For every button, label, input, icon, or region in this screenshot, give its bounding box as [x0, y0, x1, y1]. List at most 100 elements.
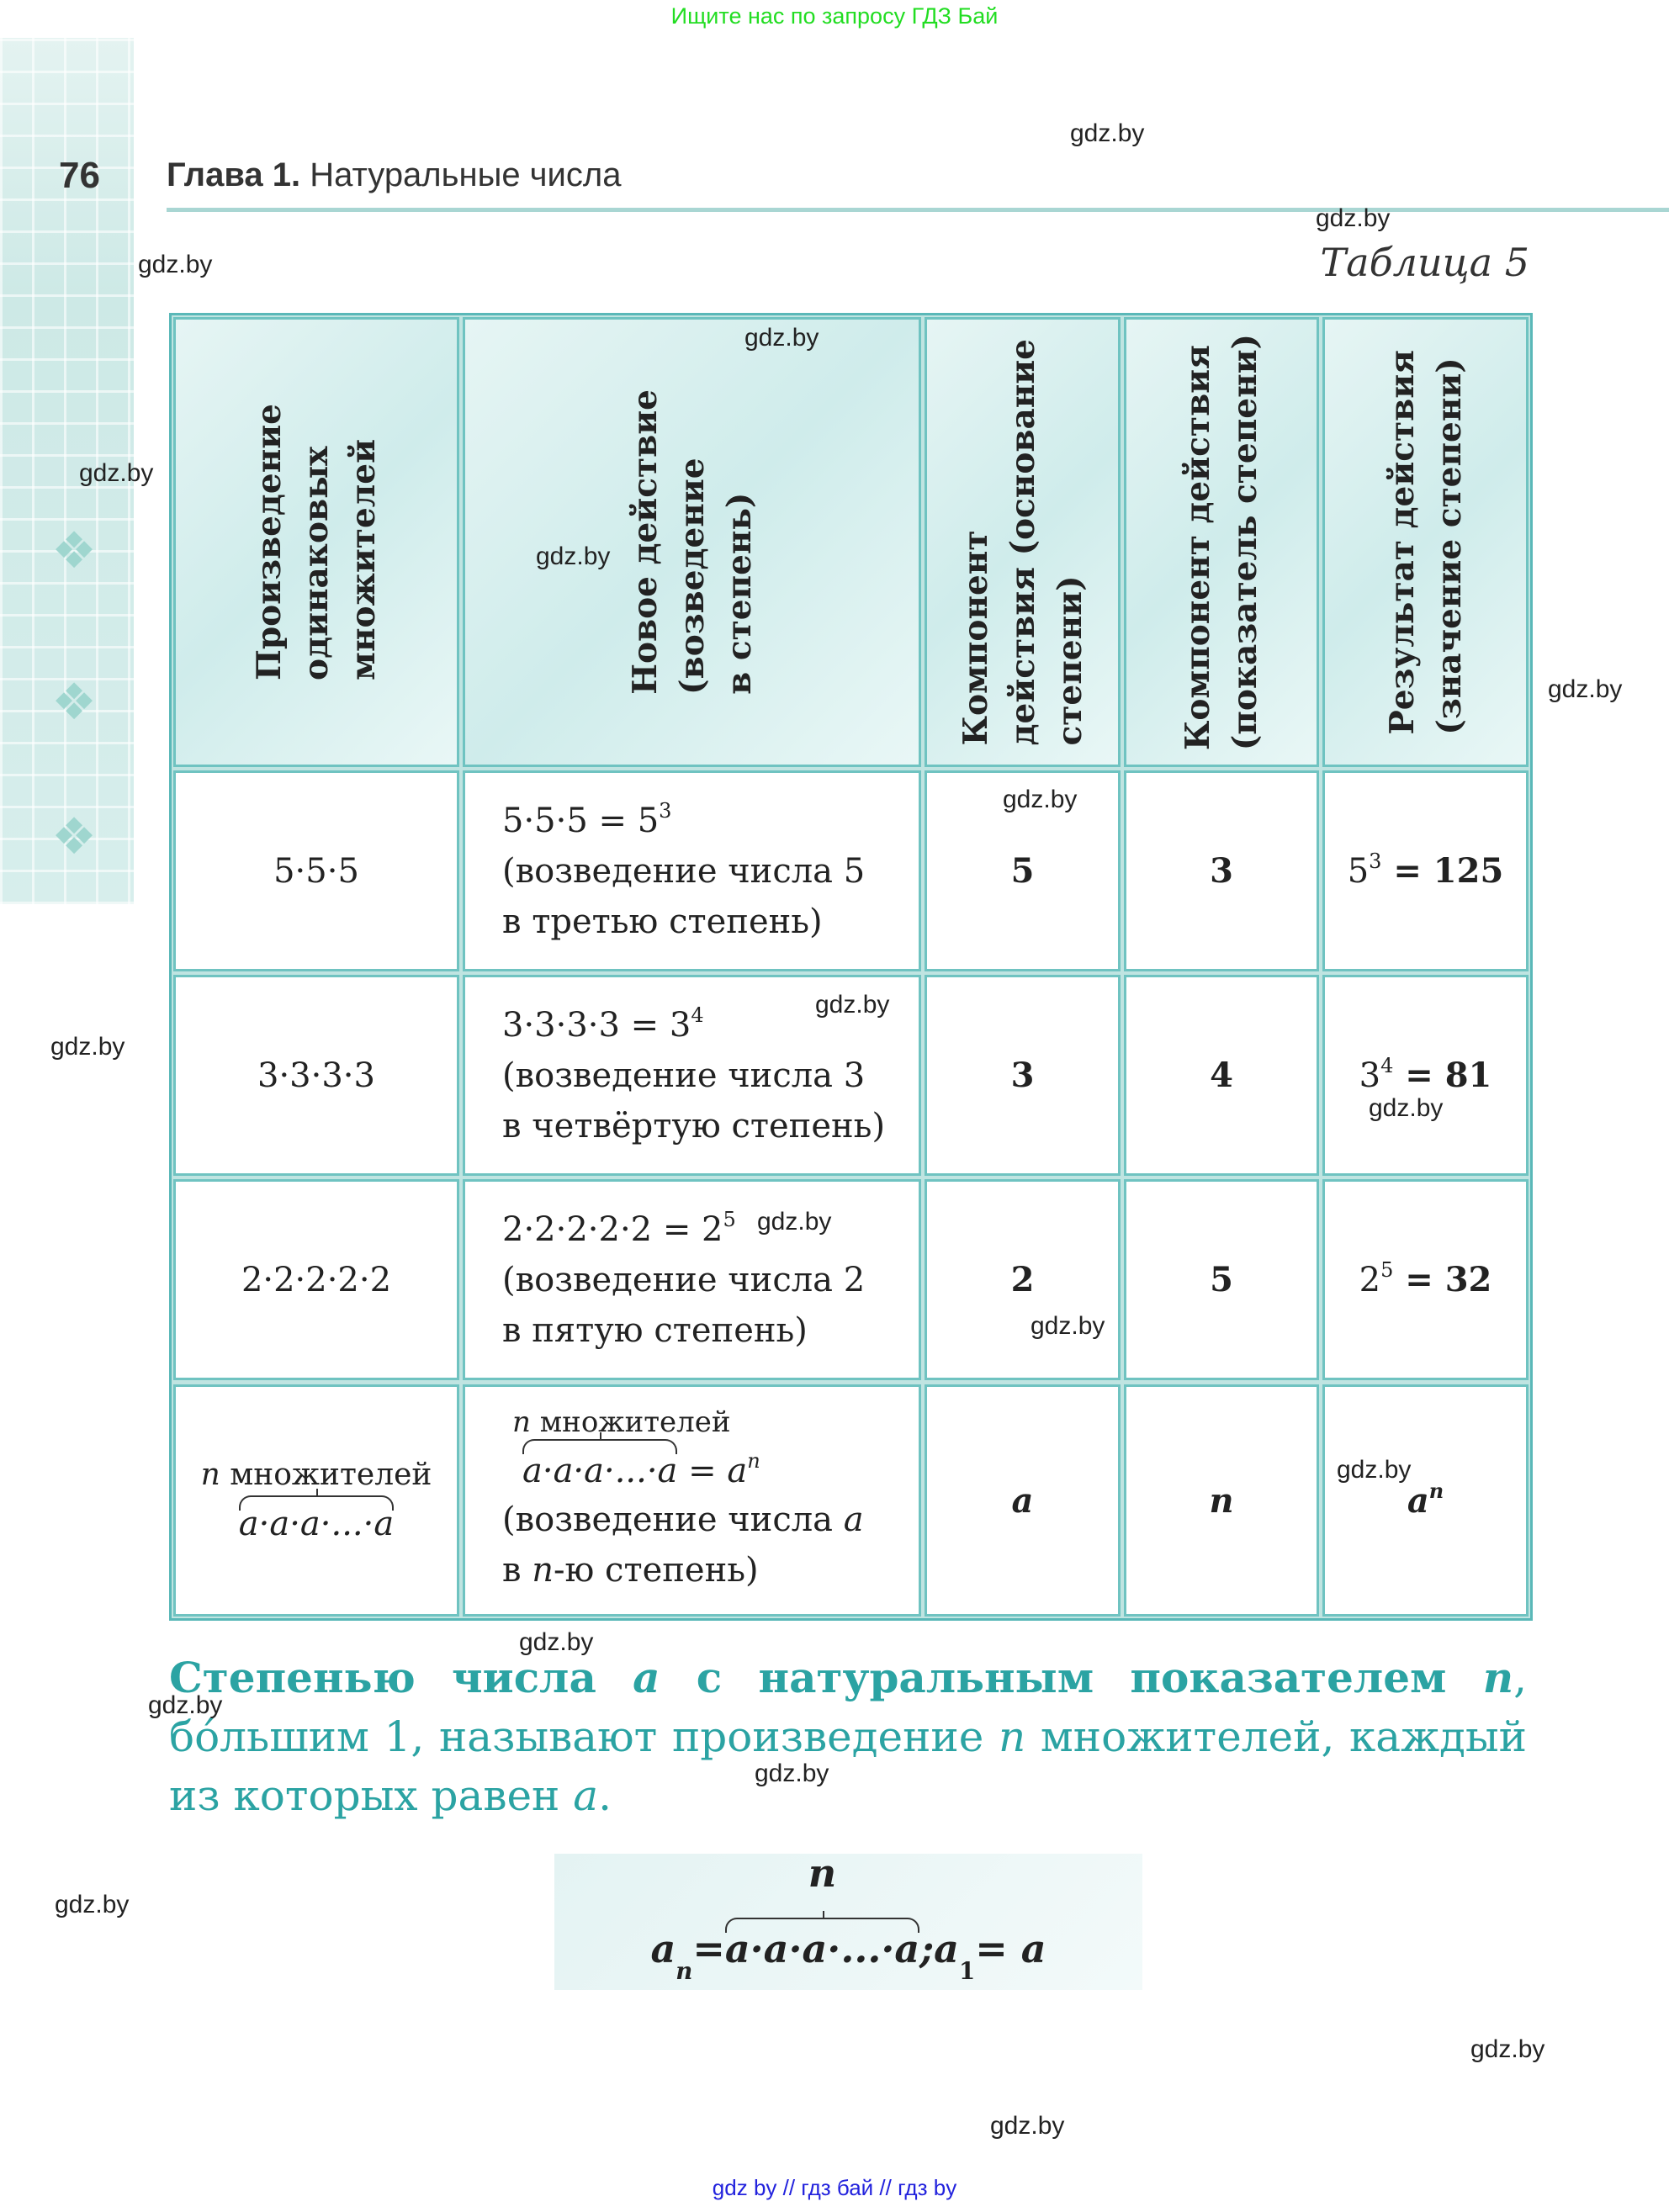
result-exponent: n	[1428, 1478, 1444, 1503]
brace-label: множителей	[530, 1405, 731, 1439]
var-n: n	[512, 1405, 531, 1439]
chapter-header: Глава 1. Натуральные числа	[167, 156, 621, 194]
result-cell: 53 = 125	[1322, 770, 1529, 971]
var-n: n	[532, 1551, 554, 1590]
watermark: gdz.by	[1070, 119, 1145, 147]
base-cell: 5	[925, 770, 1121, 971]
equation: 2·2·2·2·2 = 2	[502, 1209, 723, 1249]
result-cell: 25 = 32	[1322, 1179, 1529, 1380]
header-cell: Новое действие (возведение в степень)	[463, 317, 921, 767]
var-n: n	[999, 1712, 1026, 1761]
product: 3·3·3·3	[257, 1056, 375, 1095]
watermark: gdz.by	[1316, 204, 1391, 232]
definition-text: , бо́льшим 1, называют произведение	[169, 1654, 1528, 1761]
exponent-value: 5	[1210, 1260, 1233, 1299]
brace-label: множителей	[220, 1458, 432, 1492]
exponent-cell: 5	[1124, 1179, 1319, 1380]
result-base: 5	[1347, 852, 1370, 891]
watermark: gdz.by	[79, 459, 154, 487]
description-line: (возведение числа 5	[502, 851, 866, 891]
ornament-icon: ❖	[51, 521, 97, 580]
definition-bold: с натуральным показателем	[660, 1653, 1483, 1702]
description-line: в пятую степень)	[502, 1310, 808, 1350]
formula-equals: =	[692, 1926, 725, 1971]
result-exponent: 3	[1369, 849, 1382, 874]
result-base: 2	[1359, 1261, 1381, 1299]
var-n: n	[200, 1458, 220, 1492]
watermark: gdz.by	[1548, 675, 1623, 703]
var-a: a	[843, 1500, 864, 1539]
formula-a1: a	[934, 1926, 959, 1971]
watermark: gdz.by	[757, 1208, 832, 1236]
exponent: 3	[659, 798, 672, 823]
watermark: gdz.by	[755, 1760, 829, 1787]
description-cell: 3·3·3·3 = 34 (возведение числа 3 в четвёрт…	[463, 975, 921, 1176]
watermark: gdz.by	[1003, 786, 1078, 813]
header-text: Компонент действия (показатель степени)	[1179, 333, 1264, 751]
product-cell: 5·5·5	[173, 770, 459, 971]
watermark: gdz.by	[519, 1628, 594, 1656]
definition-paragraph: Степенью числа a с натуральным показател…	[169, 1648, 1527, 1825]
base-cell: 3	[925, 975, 1121, 1176]
product-cell: 2·2·2·2·2	[173, 1179, 459, 1380]
exponent: 5	[723, 1207, 736, 1231]
description-line: (возведение числа 2	[502, 1260, 866, 1299]
var-n: n	[1482, 1653, 1514, 1702]
watermark: gdz.by	[1470, 2035, 1545, 2063]
watermark: gdz.by	[990, 2112, 1065, 2140]
description-line: -ю степень)	[554, 1551, 759, 1590]
header-text: Произведение одинаковых множителей	[250, 404, 383, 680]
footer-links[interactable]: gdz by // гдз бай // гдз by	[712, 2175, 957, 2200]
chapter-label: Глава 1.	[167, 156, 301, 193]
ornament-icon: ❖	[51, 673, 97, 732]
decorative-strip	[0, 38, 134, 904]
equation: 5·5·5 = 5	[502, 801, 660, 840]
watermark: gdz.by	[148, 1691, 223, 1719]
header-text: Результат действия (значение степени)	[1382, 349, 1469, 735]
base-cell: 2	[925, 1179, 1121, 1380]
search-banner: Ищите нас по запросу ГДЗ Бай	[670, 3, 999, 29]
definition-text: .	[598, 1771, 612, 1820]
exponent-value: n	[1209, 1480, 1234, 1521]
general-product: a·a·a·...·a	[238, 1505, 395, 1543]
product: 2·2·2·2·2	[241, 1260, 392, 1299]
base-value: 2	[1010, 1260, 1035, 1299]
product: 5·5·5	[273, 851, 359, 891]
header-cell: Результат действия (значение степени)	[1322, 317, 1529, 767]
general-description-cell: n множителей a·a·a·...·a = an (возведени…	[463, 1384, 921, 1617]
description-line: (возведение числа	[502, 1500, 844, 1539]
general-base-cell: a	[925, 1384, 1121, 1617]
result-base: 3	[1359, 1056, 1381, 1095]
header-cell: Компонент действия (основание степени)	[925, 317, 1121, 767]
description-line: в третью степень)	[502, 902, 823, 941]
exponent-cell: 4	[1124, 975, 1319, 1176]
description-cell: 2·2·2·2·2 = 25 (возведение числа 2 в пятую…	[463, 1179, 921, 1380]
description-line: (возведение числа 3	[502, 1056, 866, 1095]
watermark: gdz.by	[815, 991, 890, 1019]
watermark: gdz.by	[50, 1033, 125, 1061]
formula-product: a·a·a·...·a	[724, 1926, 920, 1971]
watermark: gdz.by	[1369, 1094, 1444, 1122]
equation: = a	[677, 1452, 748, 1490]
formula-lhs: a	[650, 1926, 676, 1971]
result-base: a	[1407, 1480, 1429, 1521]
var-a: a	[573, 1771, 599, 1820]
result-value: = 81	[1393, 1056, 1492, 1095]
header-cell: Произведение одинаковых множителей	[173, 317, 459, 767]
header-text: Компонент действия (основание степени)	[956, 338, 1089, 746]
general-result-cell: an	[1322, 1384, 1529, 1617]
brace-label: n	[808, 1850, 837, 1896]
definition-text: множителей, каждый из которых равен	[169, 1712, 1528, 1820]
product-cell: 3·3·3·3	[173, 975, 459, 1176]
powers-table: Произведение одинаковых множителей Новое…	[169, 313, 1533, 1621]
watermark: gdz.by	[1031, 1312, 1105, 1340]
header-cell: Компонент действия (показатель степени)	[1124, 317, 1319, 767]
watermark: gdz.by	[138, 251, 213, 278]
watermark: gdz.by	[55, 1891, 130, 1918]
equation: 3·3·3·3 = 3	[502, 1005, 691, 1045]
result-value: = 32	[1393, 1260, 1492, 1299]
base-value: 5	[1010, 851, 1035, 891]
ornament-icon: ❖	[51, 807, 97, 866]
formula-separator: ;	[919, 1926, 935, 1971]
